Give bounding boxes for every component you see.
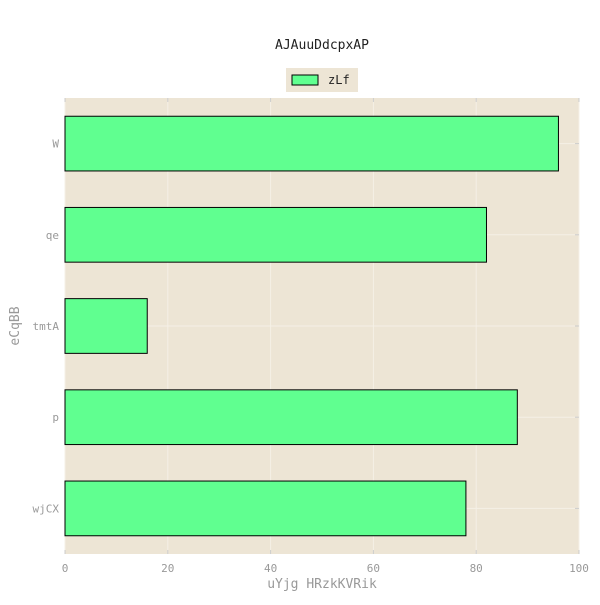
bar-wjcx [64, 480, 467, 537]
y-tick-label: p [52, 411, 59, 424]
bars [64, 115, 559, 537]
x-tick-label: 0 [62, 562, 69, 575]
y-tick-label: qe [46, 229, 59, 242]
y-axis-title: eCqBB [8, 306, 23, 345]
bar-qe [64, 206, 487, 263]
x-tick-label: 100 [569, 562, 589, 575]
axis-ticks: 0 20 40 60 80 100 Wqe tmtA p wjCX [33, 98, 589, 575]
x-axis-title: uYjg HRzkKVRik [267, 577, 377, 592]
x-tick-label: 40 [264, 562, 277, 575]
chart-title: AJAuuDdcpxAP [275, 38, 369, 53]
bar-tmta [64, 298, 148, 354]
y-tick-label: W [52, 138, 59, 151]
y-tick-label: tmtA [33, 320, 60, 333]
legend-swatch [291, 74, 319, 86]
legend: zLf [286, 68, 358, 92]
x-tick-label: 20 [161, 562, 174, 575]
bar-w [64, 115, 559, 172]
legend-label: zLf [328, 73, 350, 87]
y-tick-label: wjCX [33, 502, 60, 515]
x-tick-label: 80 [470, 562, 483, 575]
x-tick-label: 60 [367, 562, 380, 575]
bar-p [64, 389, 518, 446]
